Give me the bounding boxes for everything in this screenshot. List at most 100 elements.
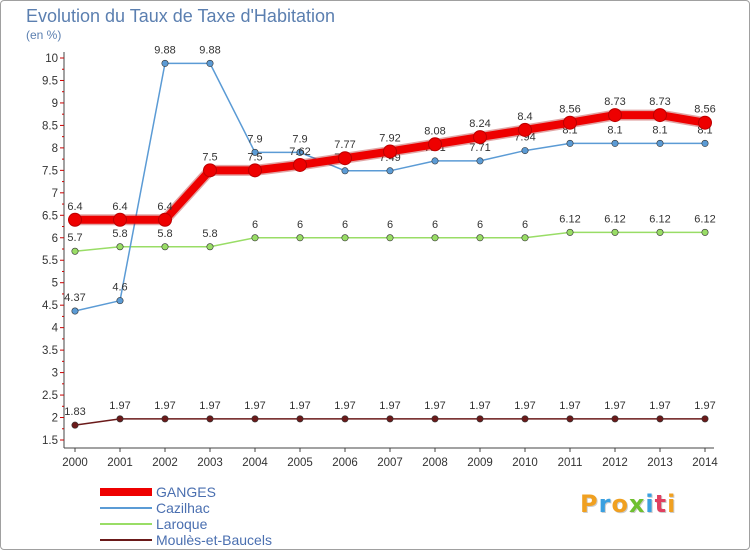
data-point bbox=[698, 115, 712, 130]
data-label: 1.97 bbox=[559, 400, 580, 412]
y-tick-label: 4 bbox=[52, 323, 59, 335]
data-point bbox=[116, 415, 124, 423]
x-tick-label: 2010 bbox=[512, 457, 538, 469]
data-label: 4.6 bbox=[112, 282, 127, 294]
data-label: 8.56 bbox=[559, 104, 580, 116]
data-point bbox=[518, 122, 532, 137]
logo-letter: i bbox=[645, 490, 655, 518]
data-point bbox=[386, 234, 394, 242]
data-point bbox=[248, 163, 262, 178]
data-label: 6 bbox=[522, 219, 528, 231]
x-tick-label: 2011 bbox=[558, 457, 583, 469]
legend-swatch bbox=[100, 539, 152, 541]
data-label: 7.5 bbox=[202, 151, 217, 163]
data-label: 6.12 bbox=[604, 213, 625, 225]
y-tick-label: 7 bbox=[52, 188, 58, 200]
logo-letter: t bbox=[654, 490, 668, 518]
data-point bbox=[206, 243, 214, 251]
chart-subtitle: (en %) bbox=[26, 28, 62, 42]
data-point bbox=[158, 212, 172, 227]
legend-label: Laroque bbox=[156, 516, 208, 532]
x-tick-label: 2014 bbox=[692, 457, 718, 469]
data-point bbox=[431, 234, 439, 242]
legend-label: Moulès-et-Baucels bbox=[156, 532, 272, 548]
data-point bbox=[251, 148, 259, 156]
x-tick-label: 2009 bbox=[467, 457, 493, 469]
data-label: 6.4 bbox=[157, 201, 172, 213]
legend-swatch bbox=[100, 488, 152, 496]
data-point bbox=[701, 139, 709, 147]
data-point bbox=[431, 415, 439, 423]
data-label: 7.5 bbox=[247, 151, 262, 163]
data-point bbox=[161, 243, 169, 251]
data-point bbox=[566, 415, 574, 423]
data-label: 7.71 bbox=[469, 142, 490, 154]
x-tick-label: 2004 bbox=[242, 457, 268, 469]
data-label: 8.1 bbox=[652, 124, 667, 136]
data-label: 7.77 bbox=[334, 139, 355, 151]
x-tick-label: 2007 bbox=[377, 457, 403, 469]
data-point bbox=[521, 234, 529, 242]
y-tick-label: 2 bbox=[52, 413, 58, 425]
data-label: 1.97 bbox=[514, 400, 535, 412]
y-tick-label: 8.5 bbox=[42, 120, 58, 132]
x-tick-label: 2013 bbox=[647, 457, 673, 469]
y-tick-label: 10 bbox=[45, 53, 58, 65]
legend-label: GANGES bbox=[156, 484, 216, 500]
legend-swatch bbox=[100, 523, 152, 525]
data-point bbox=[68, 212, 82, 227]
data-point bbox=[296, 148, 304, 156]
data-label: 6.12 bbox=[649, 213, 670, 225]
data-point bbox=[296, 234, 304, 242]
chart-title: Evolution du Taux de Taxe d'Habitation bbox=[26, 6, 335, 26]
data-point bbox=[206, 59, 214, 67]
data-label: 5.8 bbox=[202, 228, 217, 240]
data-point bbox=[341, 415, 349, 423]
data-point bbox=[476, 234, 484, 242]
data-label: 1.97 bbox=[379, 400, 400, 412]
data-label: 5.7 bbox=[67, 232, 82, 244]
data-label: 1.97 bbox=[154, 400, 175, 412]
data-point bbox=[113, 212, 127, 227]
data-point bbox=[608, 108, 622, 123]
logo-letter: x bbox=[628, 490, 646, 518]
data-point bbox=[383, 144, 397, 159]
data-point bbox=[206, 415, 214, 423]
data-label: 6 bbox=[252, 219, 258, 231]
data-point bbox=[338, 151, 352, 166]
x-tick-label: 2012 bbox=[602, 457, 628, 469]
y-tick-label: 4.5 bbox=[42, 300, 58, 312]
data-point bbox=[563, 115, 577, 130]
data-point bbox=[71, 307, 79, 315]
data-point bbox=[611, 228, 619, 236]
data-label: 6.12 bbox=[694, 213, 715, 225]
y-tick-label: 8 bbox=[52, 143, 58, 155]
data-label: 6 bbox=[297, 219, 303, 231]
data-point bbox=[473, 130, 487, 145]
data-point bbox=[611, 415, 619, 423]
data-point bbox=[701, 415, 709, 423]
data-point bbox=[251, 234, 259, 242]
data-label: 1.83 bbox=[64, 406, 85, 418]
data-label: 9.88 bbox=[154, 44, 175, 56]
data-label: 8.56 bbox=[694, 104, 715, 116]
data-point bbox=[656, 228, 664, 236]
data-point bbox=[656, 415, 664, 423]
data-label: 1.97 bbox=[289, 400, 310, 412]
data-point bbox=[566, 228, 574, 236]
data-label: 7.62 bbox=[289, 146, 310, 158]
y-tick-label: 9 bbox=[52, 98, 58, 110]
data-point bbox=[341, 167, 349, 175]
data-label: 6.12 bbox=[559, 213, 580, 225]
data-point bbox=[116, 297, 124, 305]
y-tick-label: 7.5 bbox=[42, 165, 58, 177]
y-tick-label: 2.5 bbox=[42, 390, 58, 402]
x-tick-label: 2006 bbox=[332, 457, 358, 469]
data-label: 4.37 bbox=[64, 292, 85, 304]
legend-swatch bbox=[100, 507, 152, 509]
data-label: 1.97 bbox=[199, 400, 220, 412]
data-point bbox=[251, 415, 259, 423]
data-point bbox=[161, 415, 169, 423]
data-point bbox=[611, 139, 619, 147]
